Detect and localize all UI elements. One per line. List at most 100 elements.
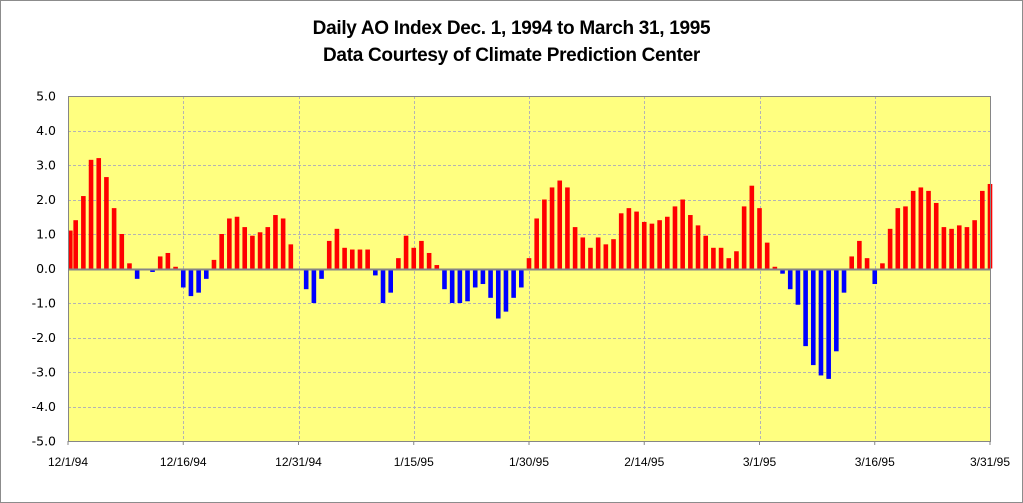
bar (926, 190, 931, 269)
x-tick-label: 12/31/94 (275, 455, 322, 469)
bar (426, 252, 432, 269)
bar (772, 266, 778, 269)
bar (396, 258, 401, 269)
bar (88, 159, 94, 269)
bar (319, 268, 324, 279)
bar (326, 240, 332, 269)
bar (196, 268, 201, 293)
bar (718, 247, 724, 269)
bar (803, 268, 808, 347)
bar (357, 249, 363, 269)
bar (303, 268, 309, 290)
chart-title: Daily AO Index Dec. 1, 1994 to March 31,… (312, 18, 711, 39)
bar (526, 258, 532, 269)
bar (134, 268, 140, 279)
y-tick-label: -3.0 (32, 365, 56, 380)
x-tick-label: 1/30/95 (509, 455, 549, 469)
bar (810, 268, 816, 366)
bar (542, 199, 547, 269)
bar (618, 213, 624, 269)
bar (68, 230, 73, 269)
bar (757, 208, 762, 269)
bar (227, 218, 232, 269)
bar (434, 265, 440, 269)
bar (910, 190, 916, 269)
bar (334, 228, 340, 269)
bar (795, 268, 801, 305)
y-tick-label: 4.0 (36, 123, 56, 138)
x-tick-label: 3/31/95 (970, 455, 1010, 469)
bar (688, 215, 693, 269)
bar (519, 268, 524, 288)
bar (265, 227, 271, 269)
bar (157, 256, 163, 269)
bar (741, 206, 747, 269)
bar (580, 237, 586, 269)
bar (864, 258, 870, 269)
bar (411, 247, 417, 269)
bar (711, 247, 716, 269)
bar (403, 235, 409, 269)
bar (841, 268, 847, 293)
bars (68, 158, 993, 379)
chart-subtitle: Data Courtesy of Climate Prediction Cent… (323, 45, 700, 66)
bar (680, 199, 685, 269)
bar (918, 187, 924, 269)
bar (280, 218, 286, 269)
x-tick-label: 3/1/95 (743, 455, 777, 469)
bar (457, 268, 463, 303)
bar (188, 268, 194, 297)
bar (549, 187, 555, 269)
bar (503, 268, 509, 312)
bar (234, 216, 240, 269)
bar (703, 235, 709, 269)
bar (887, 228, 893, 269)
bar (665, 216, 670, 269)
bar (242, 227, 248, 269)
x-tick-label: 12/1/94 (48, 455, 88, 469)
y-tick-label: 5.0 (36, 89, 56, 104)
bar (572, 227, 578, 269)
bar (557, 180, 563, 269)
bar (818, 268, 824, 376)
bar (588, 247, 593, 269)
bar (880, 263, 885, 269)
y-tick-label: -1.0 (32, 296, 56, 311)
bar (511, 268, 516, 298)
bar (972, 220, 977, 269)
bar (250, 235, 255, 269)
bar (534, 218, 539, 269)
bar (949, 228, 954, 269)
bar (211, 259, 217, 269)
bar (626, 208, 632, 269)
y-tick-label: 1.0 (36, 227, 56, 242)
bar (826, 268, 831, 379)
bar (849, 256, 854, 269)
bar (449, 268, 455, 303)
bar (419, 240, 424, 269)
y-tick-label: 2.0 (36, 192, 56, 207)
bar (365, 249, 370, 269)
bar (488, 268, 493, 298)
bar (119, 234, 125, 269)
x-tick-label: 2/14/95 (624, 455, 664, 469)
bar (173, 266, 178, 269)
y-tick-label: 3.0 (36, 158, 56, 173)
bar (165, 252, 171, 269)
bar (480, 268, 486, 285)
y-axis-ticks: 5.0 4.0 3.0 2.0 1.0 0.0 -1.0 -2.0 -3.0 -4.0 -5.0 (32, 89, 56, 449)
bar (787, 268, 793, 290)
bar (349, 249, 355, 269)
bar (964, 227, 970, 269)
bar (641, 221, 647, 269)
x-tick-label: 1/15/95 (394, 455, 434, 469)
bar (695, 225, 701, 269)
bar (941, 227, 947, 269)
bar (380, 268, 386, 303)
bar (442, 268, 447, 290)
bar (565, 187, 570, 269)
bar (73, 220, 78, 269)
bar (273, 215, 278, 269)
bar (649, 223, 655, 269)
